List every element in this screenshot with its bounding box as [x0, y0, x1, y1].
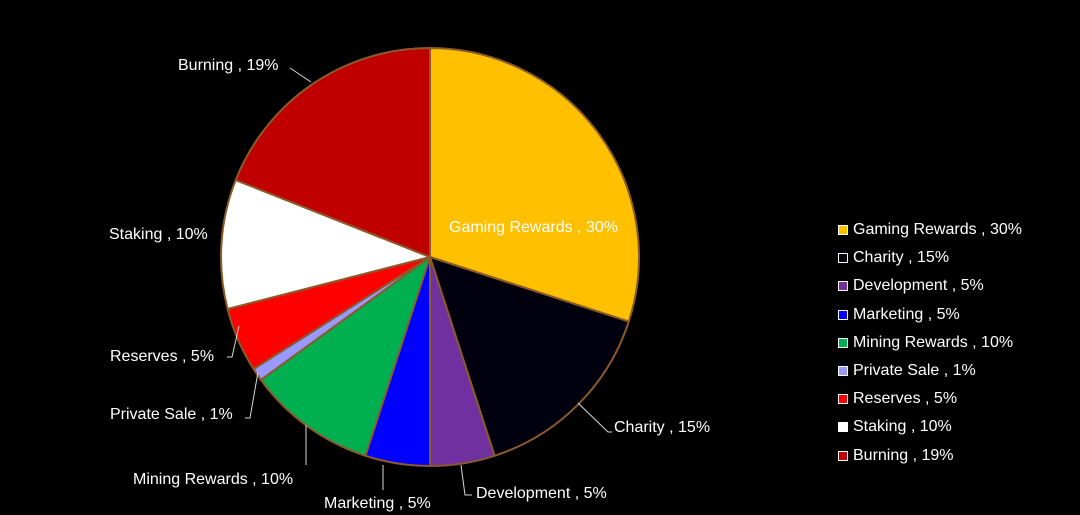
data-label-staking: Staking , 10%: [109, 226, 208, 243]
pie-slice-gaming-rewards: [429, 47, 640, 323]
legend-swatch: [838, 309, 848, 320]
legend-swatch: [838, 366, 848, 377]
legend-item-gaming-rewards: Gaming Rewards , 30%: [838, 216, 1022, 244]
data-label-burning: Burning , 19%: [178, 57, 279, 74]
data-label-reserves: Reserves , 5%: [110, 348, 214, 365]
legend-item-marketing: Marketing , 5%: [838, 301, 1022, 329]
leader-line: [245, 371, 259, 419]
legend-label: Marketing , 5%: [853, 305, 960, 323]
leader-line: [289, 67, 312, 83]
label-leader-lines: [227, 67, 612, 496]
legend-label: Mining Rewards , 10%: [853, 333, 1014, 351]
pie-slice-burning: [234, 47, 431, 258]
legend-label: Burning , 19%: [853, 446, 954, 464]
data-label-gaming-rewards: Gaming Rewards , 30%: [449, 219, 618, 236]
pie-slice-mining-rewards: [259, 256, 431, 457]
data-label-private-sale: Private Sale , 1%: [110, 406, 233, 423]
legend-label: Charity , 15%: [853, 249, 950, 267]
legend-item-mining-rewards: Mining Rewards , 10%: [838, 329, 1022, 357]
legend-label: Private Sale , 1%: [853, 362, 976, 380]
legend-item-development: Development , 5%: [838, 272, 1022, 300]
legend-item-private-sale: Private Sale , 1%: [838, 357, 1022, 385]
data-label-mining-rewards: Mining Rewards , 10%: [133, 471, 293, 488]
pie-slice-charity: [429, 256, 630, 457]
legend-swatch: [838, 253, 848, 264]
legend-swatch: [838, 337, 848, 348]
legend-swatch: [838, 281, 848, 292]
legend-item-staking: Staking , 10%: [838, 413, 1022, 441]
legend-swatch: [838, 422, 848, 433]
legend-label: Staking , 10%: [853, 418, 952, 436]
leader-line: [577, 402, 612, 433]
legend-item-charity: Charity , 15%: [838, 244, 1022, 272]
data-label-marketing: Marketing , 5%: [324, 495, 431, 512]
legend-label: Reserves , 5%: [853, 390, 958, 408]
pie-slices: [220, 47, 640, 467]
data-label-development: Development , 5%: [476, 485, 607, 502]
legend-item-reserves: Reserves , 5%: [838, 385, 1022, 413]
legend-swatch: [838, 225, 848, 236]
legend-label: Development , 5%: [853, 277, 984, 295]
data-label-charity: Charity , 15%: [614, 419, 710, 436]
legend: Gaming Rewards , 30% Charity , 15% Devel…: [838, 216, 1022, 470]
legend-swatch: [838, 450, 848, 461]
legend-swatch: [838, 394, 848, 405]
legend-item-burning: Burning , 19%: [838, 442, 1022, 470]
leader-line: [227, 325, 240, 358]
legend-label: Gaming Rewards , 30%: [853, 221, 1022, 239]
pie-slice-staking: [220, 179, 431, 310]
leader-line: [460, 464, 472, 496]
